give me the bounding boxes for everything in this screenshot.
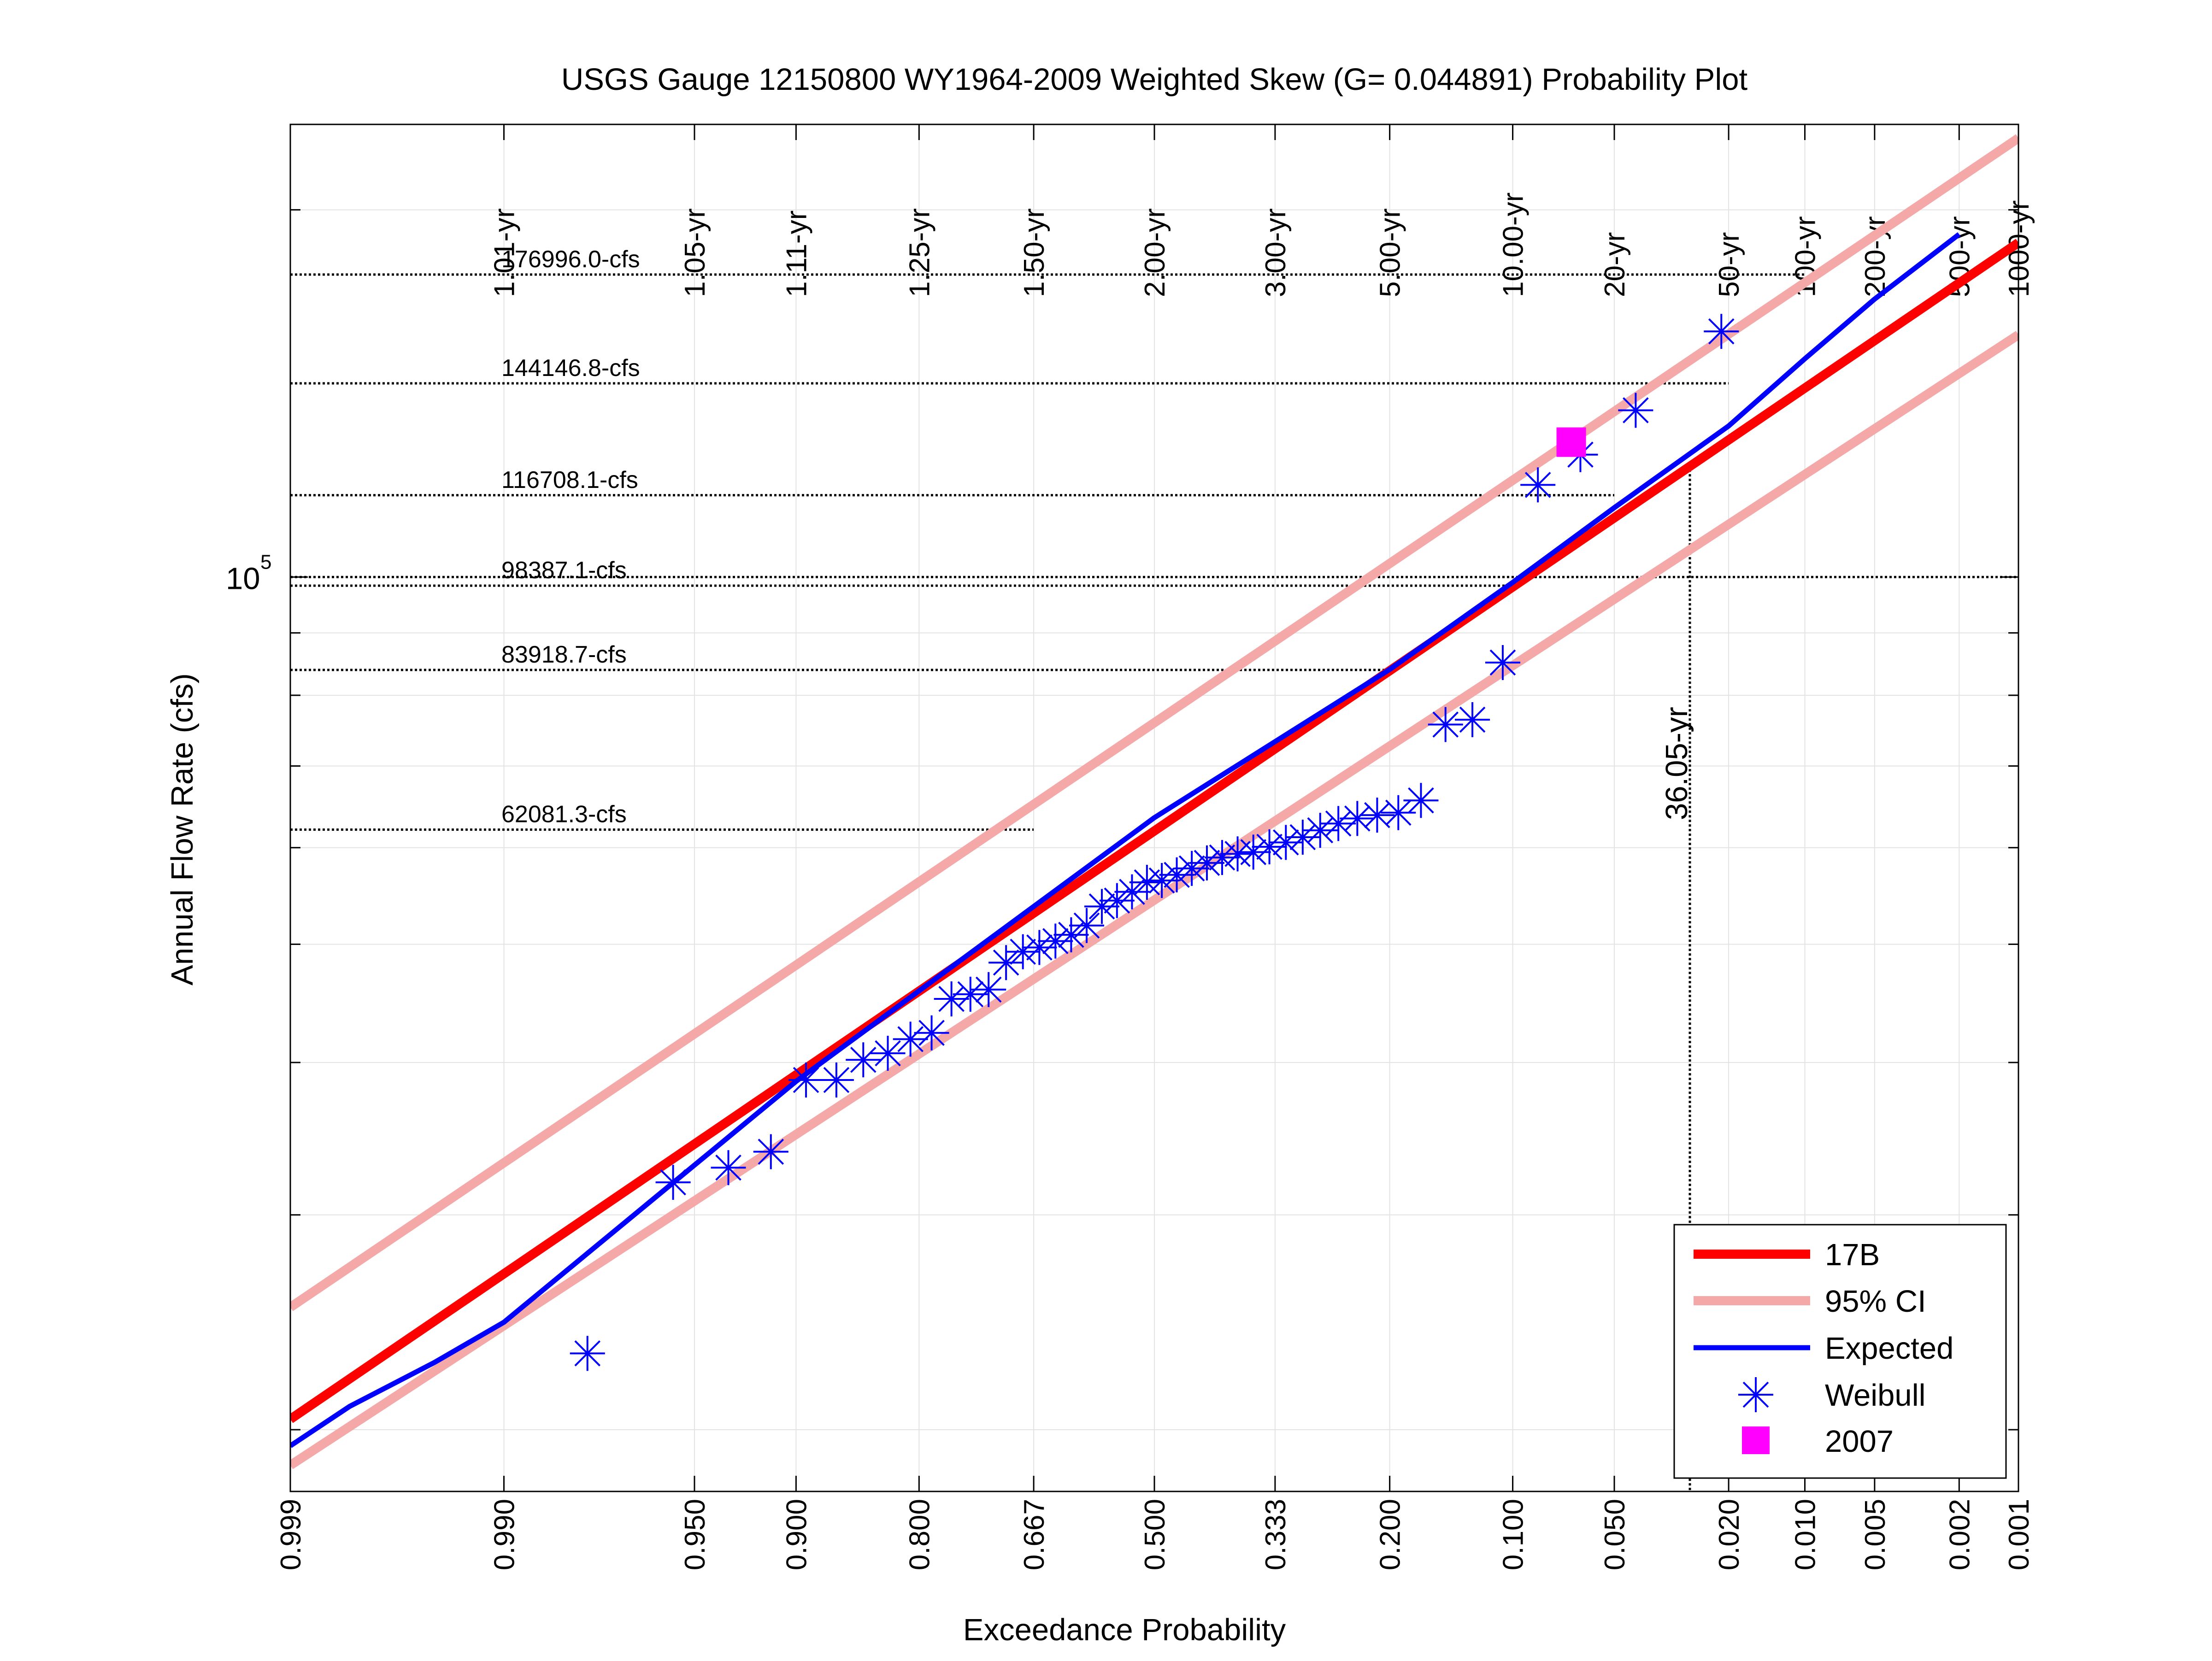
chart-title: USGS Gauge 12150800 WY1964-2009 Weighted… [561,62,1748,97]
weibull-point [1038,923,1073,959]
weibull-point [1359,798,1395,833]
weibull-point [846,1042,881,1078]
return-period-label: 2.00-yr [1139,208,1171,297]
weibull-point [1520,467,1556,503]
legend-17b-label: 17B [1825,1238,1880,1272]
weibull-point [1174,851,1210,886]
x-axis-label: Exceedance Probability [963,1613,1286,1647]
legend-box [1673,1224,2007,1479]
series-17b-line [290,239,2018,1423]
weibull-point [1022,930,1057,965]
x-tick-label: 0.999 [275,1499,307,1570]
weibull-point [1618,393,1653,428]
x-tick-label: 0.050 [1599,1499,1631,1570]
weibull-point [1220,836,1255,872]
weibull-point [1403,783,1439,818]
weibull-point [1428,707,1463,742]
weibull-point [893,1021,928,1057]
x-tick-label: 0.100 [1498,1499,1530,1570]
flow-reference-label: 116708.1-cfs [501,467,638,493]
weibull-point [1321,806,1356,841]
return-period-label: 10.00-yr [1498,193,1530,297]
return-period-label: 5.00-yr [1375,208,1406,297]
y-tick-exponent: 5 [260,551,271,573]
x-tick-label: 0.990 [488,1499,520,1570]
series-expected-line [290,232,1961,1448]
weibull-point [655,1165,691,1200]
point-2007 [1556,427,1586,457]
weibull-point [570,1336,605,1371]
return-period-label: 3.00-yr [1260,208,1292,297]
weibull-point [1704,314,1739,349]
weibull-point [1340,801,1375,836]
x-tick-label: 0.001 [2003,1499,2035,1570]
weibull-point [934,981,969,1017]
series-layer [290,134,2018,1469]
weibull-point [1302,813,1338,848]
weibull-point [953,976,988,1012]
x-tick-label: 0.500 [1139,1499,1171,1570]
x-tick-label: 0.900 [781,1499,812,1570]
x-tick-label: 0.010 [1790,1499,1822,1570]
weibull-point [753,1134,788,1169]
weibull-point [1235,834,1271,870]
x-tick-label: 0.950 [679,1499,711,1570]
weibull-point [711,1150,746,1186]
return-period-label: 1.05-yr [679,208,711,297]
weibull-point [788,1062,824,1098]
weibull-point [1189,845,1224,880]
weibull-point [971,972,1006,1007]
flow-reference-label: 144146.8-cfs [501,355,640,382]
flow-reference-label: 98387.1-cfs [501,557,627,584]
weibull-point [1084,889,1120,924]
x-tick-label: 0.800 [904,1499,935,1570]
weibull-point [818,1062,854,1098]
legend-weibull-marker [1738,1377,1773,1412]
return-period-label: 50-yr [1713,232,1745,297]
legend-ci-label: 95% CI [1825,1284,1926,1319]
weibull-point [1053,917,1089,952]
x-tick-label: 0.667 [1018,1499,1050,1570]
legend-2007-swatch [1742,1426,1770,1454]
legend-weibull-label: Weibull [1825,1378,1925,1413]
ci-lower-line [290,331,2018,1469]
weibull-point [1114,874,1150,910]
legend-weibull-swatch [1738,1377,1773,1412]
return-period-label: 1.11-yr [781,211,812,297]
y-axis-label: Annual Flow Rate (cfs) [165,673,200,986]
x-tick-label: 0.200 [1375,1499,1406,1570]
legend-expected-label: Expected [1825,1331,1953,1366]
x-tick-label: 0.020 [1713,1499,1745,1570]
weibull-point [988,945,1024,980]
weibull-point [914,1015,949,1051]
event-reference-label: 36.05-yr [1659,707,1694,820]
y-tick-label: 10 [226,561,260,596]
weibull-point [1144,863,1180,898]
return-period-label: 20-yr [1599,232,1631,297]
return-period-label: 1.50-yr [1018,208,1050,297]
legend: 17B 95% CI Expected Weibull 2007 [1673,1224,2007,1479]
ci-upper-line [290,134,2018,1311]
weibull-point [1069,908,1105,943]
weibull-point [1485,645,1520,680]
flow-reference-label: 62081.3-cfs [501,801,627,828]
x-tick-label: 0.005 [1859,1499,1891,1570]
weibull-point [1159,857,1194,892]
flow-reference-label: 176996.0-cfs [501,246,640,273]
return-period-label: 1.01-yr [488,208,520,297]
reference-lines-layer: 1.01-yr 1.05-yr 1.11-yr 1.25-yr 1.50-yr 2.00-… [290,193,2035,1491]
flow-reference-label: 83918.7-cfs [501,641,627,668]
return-period-label: 1.25-yr [904,208,935,297]
weibull-point [870,1036,906,1071]
legend-2007-label: 2007 [1825,1424,1894,1459]
weibull-point [1455,702,1490,737]
axis-layer: 0.999 0.990 0.950 0.900 0.800 0.667 0.500 0.333… [226,124,2035,1570]
x-tick-label: 0.333 [1260,1499,1292,1570]
x-tick-label: 0.002 [1944,1499,1976,1570]
